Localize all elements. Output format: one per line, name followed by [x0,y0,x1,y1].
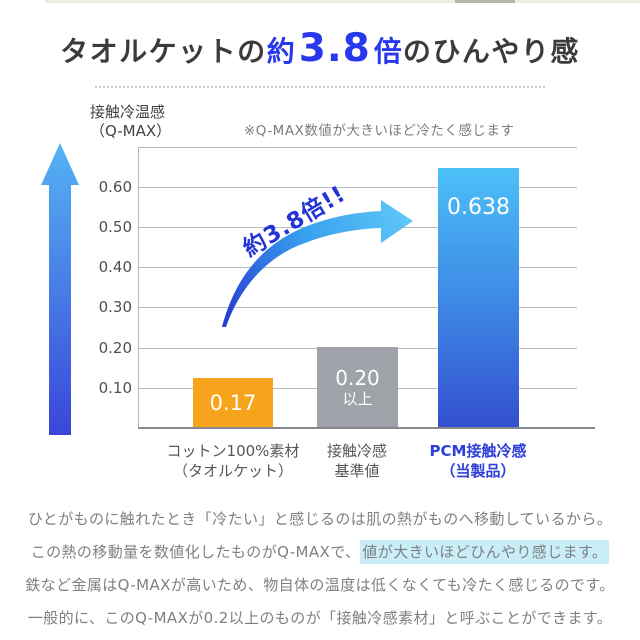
category-pcm: PCM接触冷感 （当製品） [398,441,558,481]
bar-standard-value: 0.20 [335,366,380,390]
bar-standard: 0.20 以上 [317,347,398,428]
category-standard: 接触冷感 基準値 [307,441,407,481]
page-title: タオルケットの 約 3.8 倍 のひんやり感 [0,26,640,76]
annotation-ratio: 約3.8倍!! [238,180,351,263]
category-standard-line2: 基準値 [334,462,380,480]
title-accent-small-1: 約 [266,35,296,68]
category-cotton-line1: コットン100%素材 [166,442,300,460]
y-axis-title: 接触冷温感 （Q-MAX） [90,103,171,141]
y-axis-title-line1: 接触冷温感 [90,103,166,121]
x-axis-baseline [138,427,595,429]
category-cotton-line2: （タオルケット） [172,462,293,480]
top-edge-artifact-dark [455,0,515,3]
title-suffix: のひんやり感 [402,35,580,68]
category-standard-line1: 接触冷感 [326,442,387,460]
plot-top-border [138,147,577,148]
bar-cotton: 0.17 [193,378,273,428]
bar-standard-value-suffix: 以上 [342,390,373,408]
title-accent-small-2: 倍 [373,35,403,68]
y-tick-040: 0.40 [98,258,132,276]
y-tick-020: 0.20 [98,339,132,357]
description-line2: この熱の移動量を数値化したものがQ-MAXで、 値が大きいほどひんやり感じます。 [0,536,640,569]
description-line2-highlight: 値が大きいほどひんやり感じます。 [360,540,610,564]
category-pcm-line1: PCM接触冷感 [429,442,527,460]
y-tick-030: 0.30 [98,298,132,316]
title-accent-big: 3.8 [298,26,371,71]
description-line3: 鉄など金属はQ-MAXが高いため、物自体の温度は低くなくても冷たく感じるのです。 [25,576,615,594]
bar-pcm: 0.638 [438,168,519,428]
plot-left-axis [138,147,139,428]
y-tick-060: 0.60 [98,178,132,196]
up-trend-arrow-icon [41,143,79,435]
category-cotton: コットン100%素材 （タオルケット） [138,441,328,481]
description-line2-pre: この熱の移動量を数値化したものがQ-MAXで、 [30,543,361,561]
gridline-060 [138,187,577,188]
top-edge-artifact [45,0,640,3]
category-pcm-line2: （当製品） [440,462,516,480]
chart-note: ※Q-MAX数値が大きいほど冷たく感じます [244,123,515,139]
title-prefix: タオルケットの [60,35,267,68]
bar-cotton-value: 0.17 [209,391,257,415]
description-line1: ひとがものに触れたとき「冷たい」と感じるのは肌の熱がものへ移動しているから。 [27,510,613,528]
bar-pcm-value: 0.638 [447,195,510,220]
title-dotted-divider [95,86,545,88]
description-line4: 一般的に、このQ-MAXが0.2以上のものが「接触冷感素材」と呼ぶことができます… [27,609,613,627]
description-text: ひとがものに触れたとき「冷たい」と感じるのは肌の熱がものへ移動しているから。 こ… [0,503,640,635]
y-axis-title-line2: （Q-MAX） [90,122,172,140]
y-tick-050: 0.50 [98,218,132,236]
y-tick-010: 0.10 [98,379,132,397]
